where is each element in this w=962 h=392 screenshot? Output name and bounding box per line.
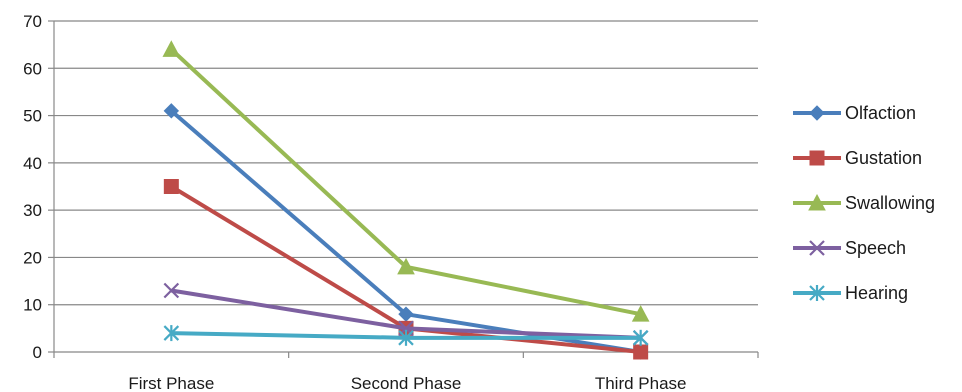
y-tick-label-30: 30 (23, 201, 42, 220)
x-tick-label-0: First Phase (128, 374, 214, 392)
data-point-swallowing-0 (162, 40, 181, 57)
series-olfaction (163, 103, 649, 360)
legend-item-olfaction: Olfaction (793, 103, 916, 123)
legend-swatch-marker-swallowing (808, 193, 826, 211)
legend: Olfaction Gustation Swallowing Speech Hearin… (793, 103, 935, 303)
y-tick-label-0: 0 (33, 343, 42, 362)
legend-label-olfaction: Olfaction (845, 103, 916, 123)
data-point-hearing-1 (398, 329, 414, 346)
series-group (162, 40, 650, 360)
data-point-swallowing-1 (397, 257, 415, 275)
legend-label-swallowing: Swallowing (845, 193, 935, 213)
legend-swatch-marker-hearing (809, 285, 825, 301)
data-point-hearing-0 (163, 325, 180, 342)
y-tick-label-20: 20 (23, 248, 42, 267)
legend-item-hearing: Hearing (793, 283, 908, 303)
series-swallowing (162, 40, 650, 322)
legend-item-gustation: Gustation (793, 148, 922, 168)
x-tick-label-2: Third Phase (595, 374, 687, 392)
axes (48, 20, 759, 358)
legend-item-swallowing: Swallowing (793, 193, 935, 213)
data-point-gustation-2 (633, 344, 649, 360)
legend-item-speech: Speech (793, 238, 906, 258)
y-tick-label-50: 50 (23, 107, 42, 126)
data-point-swallowing-2 (631, 305, 650, 322)
y-tick-label-60: 60 (23, 59, 42, 78)
x-tick-label-1: Second Phase (351, 374, 462, 392)
y-axis-tick-labels: 0 10 20 30 40 50 60 70 (23, 12, 42, 362)
legend-label-hearing: Hearing (845, 283, 908, 303)
y-tick-label-70: 70 (23, 12, 42, 31)
data-point-hearing-2 (632, 329, 649, 346)
legend-label-speech: Speech (845, 238, 906, 258)
data-point-speech-0 (163, 282, 180, 299)
legend-swatch-marker-gustation (809, 150, 825, 166)
data-point-gustation-0 (163, 179, 179, 194)
legend-swatch-marker-olfaction (809, 105, 825, 121)
legend-swatch-marker-speech (809, 240, 825, 256)
y-tick-label-10: 10 (23, 296, 42, 315)
legend-label-gustation: Gustation (845, 148, 922, 168)
series-line-swallowing (169, 47, 642, 317)
data-point-olfaction-0 (163, 103, 180, 119)
y-tick-label-40: 40 (23, 154, 42, 173)
series-hearing (163, 325, 649, 346)
x-axis-tick-labels: First Phase Second Phase Third Phase (128, 374, 686, 392)
